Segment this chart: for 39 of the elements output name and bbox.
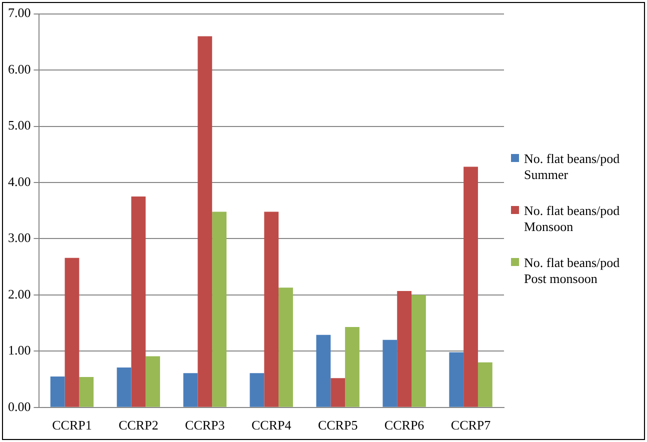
- bar: [464, 166, 478, 407]
- bar: [116, 367, 132, 407]
- y-tick-label: 2.00: [8, 286, 31, 302]
- bar: [278, 288, 293, 407]
- x-tick-label: CCRP6: [384, 418, 425, 433]
- bar: [146, 356, 160, 407]
- bar: [264, 212, 279, 407]
- bar: [131, 196, 146, 407]
- x-tick-label: CCRP7: [450, 418, 492, 433]
- y-tick-label: 5.00: [8, 118, 31, 133]
- bar: [183, 373, 198, 407]
- y-tick-label: 7.00: [8, 5, 31, 20]
- x-tick-label: CCRP3: [185, 418, 225, 433]
- legend-label: No. flat beans/pod Monsoon: [524, 203, 621, 235]
- bar: [316, 334, 331, 407]
- bar: [345, 326, 360, 407]
- bar: [250, 373, 264, 407]
- legend-label: No. flat beans/pod Post monsoon: [524, 255, 621, 287]
- y-tick-label: 0.00: [8, 398, 31, 414]
- bar: [330, 378, 346, 407]
- bar: [412, 294, 426, 407]
- bar: [449, 352, 464, 407]
- bar: [79, 377, 94, 407]
- y-tick-label: 4.00: [8, 174, 31, 189]
- bar: [478, 362, 492, 407]
- y-tick-label: 3.00: [8, 230, 31, 246]
- bar: [50, 376, 65, 407]
- x-tick-label: CCRP2: [118, 418, 158, 433]
- bar: [397, 291, 412, 407]
- y-tick-label: 6.00: [8, 61, 31, 76]
- bar: [198, 36, 212, 407]
- bar: [64, 258, 80, 407]
- bar: [212, 212, 227, 407]
- bar: [382, 340, 398, 407]
- legend-label: No. flat beans/pod Summer: [524, 151, 621, 183]
- x-tick-label: CCRP1: [52, 418, 92, 433]
- y-tick-label: 1.00: [8, 342, 31, 358]
- x-tick-label: CCRP4: [252, 418, 292, 433]
- x-tick-label: CCRP5: [318, 418, 358, 433]
